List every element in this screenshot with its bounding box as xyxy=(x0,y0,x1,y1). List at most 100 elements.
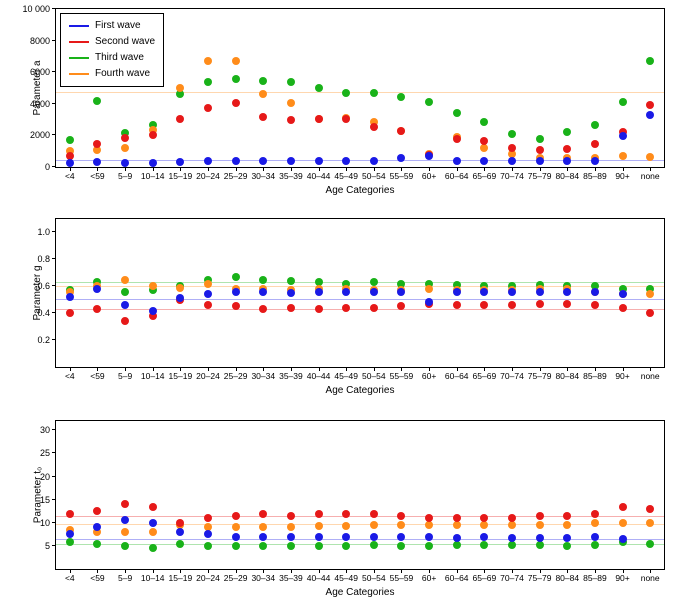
xtick-label: 75–79 xyxy=(528,569,552,583)
data-point xyxy=(646,519,654,527)
legend-label: First wave xyxy=(95,18,141,34)
data-point xyxy=(259,510,267,518)
data-point xyxy=(563,542,571,550)
ytick-label: 0.2 xyxy=(37,335,56,345)
xtick-label: 80–84 xyxy=(555,569,579,583)
data-point xyxy=(342,157,350,165)
data-point xyxy=(480,533,488,541)
data-point xyxy=(149,159,157,167)
xtick-label: 30–34 xyxy=(251,167,275,181)
xtick-label: 75–79 xyxy=(528,167,552,181)
xtick-label: 10–14 xyxy=(141,569,165,583)
data-point xyxy=(619,519,627,527)
data-point xyxy=(315,533,323,541)
data-point xyxy=(563,157,571,165)
data-point xyxy=(563,288,571,296)
xtick-label: 35–39 xyxy=(279,569,303,583)
data-point xyxy=(453,109,461,117)
data-point xyxy=(425,521,433,529)
data-point xyxy=(259,157,267,165)
data-point xyxy=(425,542,433,550)
ref-line xyxy=(56,286,664,287)
data-point xyxy=(232,302,240,310)
xtick-label: 60+ xyxy=(422,367,436,381)
data-point xyxy=(453,534,461,542)
legend-item: Third wave xyxy=(69,50,155,66)
data-point xyxy=(425,152,433,160)
data-point xyxy=(342,115,350,123)
data-point xyxy=(287,99,295,107)
xtick-label: 90+ xyxy=(615,367,629,381)
data-point xyxy=(176,84,184,92)
xtick-label: <59 xyxy=(90,569,104,583)
xtick-label: 25–29 xyxy=(224,167,248,181)
data-point xyxy=(563,128,571,136)
xtick-label: 15–19 xyxy=(169,569,193,583)
ytick-label: 0 xyxy=(45,162,56,172)
ref-line xyxy=(56,299,664,300)
data-point xyxy=(591,140,599,148)
data-point xyxy=(232,57,240,65)
xtick-label: 15–19 xyxy=(169,367,193,381)
data-point xyxy=(342,304,350,312)
data-point xyxy=(232,273,240,281)
ref-line xyxy=(56,92,664,93)
xtick-label: 85–89 xyxy=(583,167,607,181)
legend: First waveSecond waveThird waveFourth wa… xyxy=(60,13,164,87)
ytick-label: 1.0 xyxy=(37,227,56,237)
data-point xyxy=(204,514,212,522)
data-point xyxy=(315,288,323,296)
data-point xyxy=(508,288,516,296)
data-point xyxy=(232,157,240,165)
data-point xyxy=(287,116,295,124)
data-point xyxy=(121,301,129,309)
data-point xyxy=(93,158,101,166)
data-point xyxy=(259,533,267,541)
xtick-label: 25–29 xyxy=(224,367,248,381)
data-point xyxy=(619,98,627,106)
data-point xyxy=(232,523,240,531)
data-point xyxy=(480,118,488,126)
data-point xyxy=(204,530,212,538)
data-point xyxy=(93,540,101,548)
data-point xyxy=(397,288,405,296)
data-point xyxy=(646,111,654,119)
legend-swatch xyxy=(69,57,89,59)
data-point xyxy=(342,288,350,296)
ytick-label: 30 xyxy=(40,425,56,435)
data-point xyxy=(646,153,654,161)
data-point xyxy=(204,301,212,309)
data-point xyxy=(259,276,267,284)
ytick-label: 5 xyxy=(45,541,56,551)
panel-g: 0.20.40.60.81.0<4<595–910–1415–1920–2425… xyxy=(55,218,665,368)
data-point xyxy=(149,544,157,552)
xtick-label: 25–29 xyxy=(224,569,248,583)
xtick-label: 70–74 xyxy=(500,167,524,181)
legend-item: Fourth wave xyxy=(69,66,155,82)
data-point xyxy=(563,512,571,520)
data-point xyxy=(66,530,74,538)
data-point xyxy=(370,89,378,97)
data-point xyxy=(453,514,461,522)
ref-line xyxy=(56,160,664,161)
xtick-label: 75–79 xyxy=(528,367,552,381)
xtick-label: 60–64 xyxy=(445,167,469,181)
xtick-label: 5–9 xyxy=(118,569,132,583)
ytick-label: 8000 xyxy=(30,36,56,46)
data-point xyxy=(315,542,323,550)
data-point xyxy=(508,157,516,165)
data-point xyxy=(453,135,461,143)
data-point xyxy=(480,288,488,296)
data-point xyxy=(591,121,599,129)
data-point xyxy=(591,157,599,165)
xtick-label: 60–64 xyxy=(445,367,469,381)
data-point xyxy=(508,130,516,138)
ytick-label: 10 000 xyxy=(22,4,56,14)
data-point xyxy=(287,157,295,165)
y-axis-label: Parameter a xyxy=(32,60,43,115)
data-point xyxy=(646,540,654,548)
data-point xyxy=(453,288,461,296)
data-point xyxy=(66,510,74,518)
ref-line xyxy=(56,516,664,517)
data-point xyxy=(370,278,378,286)
